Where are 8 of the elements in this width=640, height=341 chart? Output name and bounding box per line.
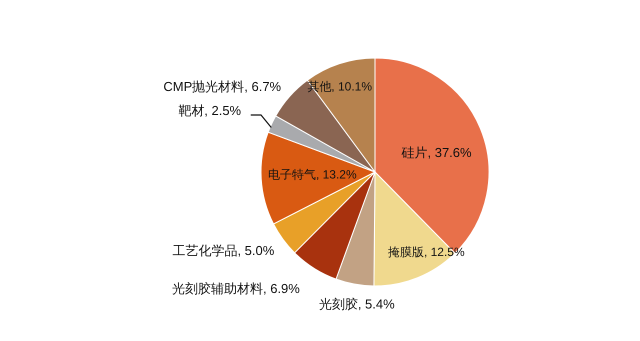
- slice-label: 靶材, 2.5%: [178, 102, 242, 118]
- slice-label: CMP抛光材料, 6.7%: [163, 79, 282, 94]
- slice-label: 掩膜版, 12.5%: [388, 244, 465, 259]
- slice-label: 光刻胶辅助材料, 6.9%: [172, 280, 300, 296]
- slice-label: 工艺化学品, 5.0%: [172, 243, 275, 258]
- slice-label: 光刻胶, 5.4%: [318, 296, 396, 312]
- slice-label: 电子特气, 13.2%: [268, 167, 357, 182]
- slice-label: 硅片, 37.6%: [400, 145, 472, 160]
